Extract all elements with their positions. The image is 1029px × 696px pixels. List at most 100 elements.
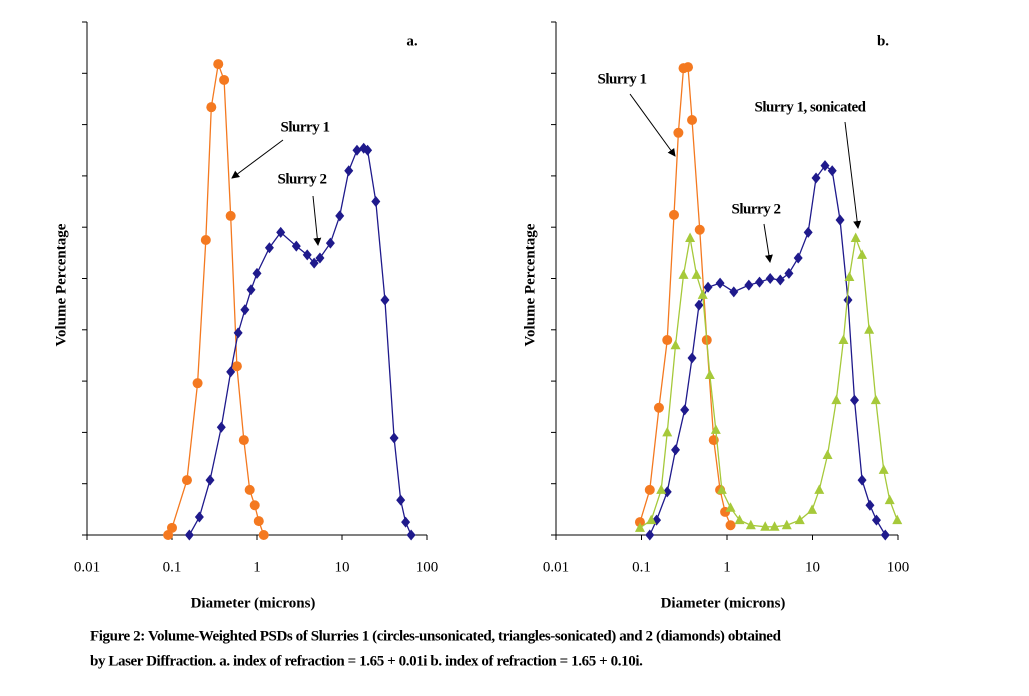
point: [291, 240, 301, 252]
point: [691, 269, 702, 279]
point: [784, 267, 794, 279]
point: [335, 210, 345, 222]
point: [644, 484, 655, 495]
point: [716, 484, 727, 494]
point: [880, 529, 890, 541]
point: [645, 529, 655, 541]
series-annotation: Slurry 1, sonicated: [755, 99, 867, 115]
point: [820, 160, 830, 172]
point: [807, 504, 818, 514]
point: [646, 514, 657, 525]
series-annotation: Slurry 2: [278, 171, 327, 187]
x-axis-label: Diameter (microns): [661, 595, 786, 611]
point: [838, 334, 849, 345]
point: [205, 474, 215, 486]
y-axis-label: Volume Percentage: [522, 223, 538, 346]
point: [653, 402, 664, 413]
point: [745, 519, 756, 530]
point: [884, 494, 895, 505]
point: [246, 284, 256, 296]
point: [325, 237, 335, 249]
point: [363, 144, 373, 156]
point: [669, 209, 680, 220]
point: [276, 226, 286, 238]
y-axis-label: Volume Percentage: [53, 223, 69, 346]
x-tick-label: 0.01: [74, 559, 100, 575]
point: [687, 114, 698, 125]
point: [634, 517, 645, 528]
annotation-arrow: [763, 223, 773, 263]
x-tick-label: 1: [723, 559, 731, 575]
point: [380, 294, 390, 306]
point: [892, 514, 903, 525]
point: [678, 269, 689, 279]
point: [694, 224, 705, 235]
point: [729, 286, 739, 298]
point: [200, 235, 211, 246]
point: [822, 449, 833, 459]
point: [673, 127, 684, 138]
point: [870, 394, 881, 405]
point: [244, 484, 255, 495]
point: [827, 165, 837, 177]
series-line: [188, 147, 412, 536]
point: [656, 484, 667, 494]
x-tick-label: 10: [805, 559, 820, 575]
point: [264, 242, 274, 254]
caption-line: by Laser Diffraction. a. index of refrac…: [90, 653, 643, 669]
point: [704, 369, 715, 379]
point: [233, 327, 243, 339]
annotation-arrow: [844, 121, 862, 229]
point: [662, 486, 672, 498]
point: [662, 426, 673, 437]
annotation-arrow: [629, 93, 676, 157]
point: [344, 165, 354, 177]
point: [811, 172, 821, 184]
point: [315, 252, 325, 264]
point: [252, 267, 262, 279]
point: [694, 299, 704, 311]
point: [680, 404, 690, 416]
point: [225, 210, 236, 221]
point: [184, 529, 194, 541]
x-tick-label: 0.01: [543, 559, 569, 575]
point: [213, 59, 224, 70]
point: [864, 324, 875, 334]
point: [238, 435, 249, 446]
series-annotation: Slurry 1: [281, 119, 330, 135]
chart-title: a.: [406, 33, 418, 49]
x-tick-label: 100: [416, 559, 439, 575]
point: [843, 294, 853, 306]
point: [803, 226, 813, 238]
point: [216, 421, 226, 433]
x-tick-label: 10: [335, 559, 350, 575]
point: [744, 279, 754, 291]
point: [871, 514, 881, 526]
point: [634, 522, 645, 532]
caption-line: Figure 2: Volume-Weighted PSDs of Slurri…: [90, 628, 782, 644]
point: [194, 511, 204, 523]
point: [671, 444, 681, 456]
chart-title: b.: [877, 33, 889, 49]
point: [831, 394, 842, 405]
point: [670, 339, 681, 350]
point: [309, 257, 319, 269]
point: [226, 366, 236, 378]
point: [258, 530, 269, 540]
point: [401, 516, 411, 528]
point: [697, 289, 708, 299]
point: [396, 494, 406, 506]
point: [769, 521, 780, 531]
point: [814, 484, 825, 494]
point: [765, 273, 775, 284]
series-line: [649, 164, 886, 536]
point: [857, 249, 868, 259]
point: [352, 144, 362, 156]
point: [734, 514, 745, 525]
point: [760, 521, 771, 531]
point: [687, 352, 697, 364]
x-tick-label: 1: [253, 559, 261, 575]
series-line: [639, 66, 732, 526]
point: [850, 394, 860, 406]
